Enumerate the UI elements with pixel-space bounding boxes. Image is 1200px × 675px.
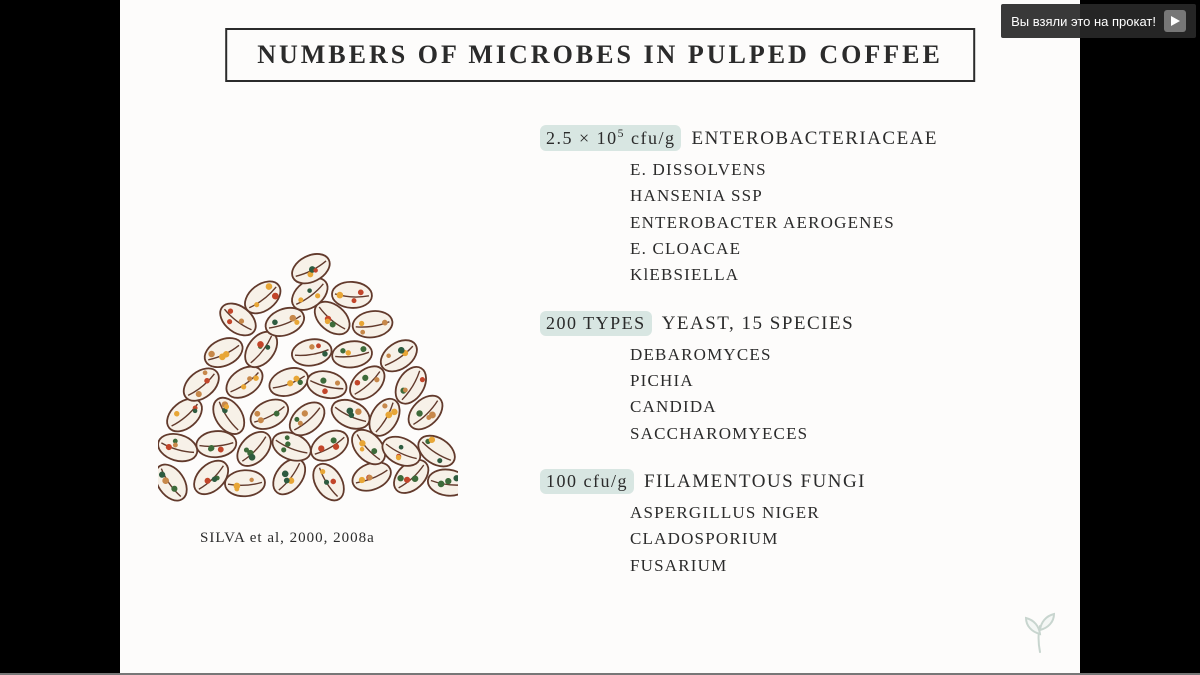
group-name: FILAMENTOUS FUNGI xyxy=(644,471,866,493)
species-item: SACCHAROMYECES xyxy=(630,421,1060,447)
slide-title: NUMBERS OF MICROBES IN PULPED COFFEE xyxy=(225,28,975,82)
group-heading: 100 cfu/g FILAMENTOUS FUNGI xyxy=(540,469,1060,494)
coffee-bean-pile xyxy=(158,210,458,510)
species-item: PICHIA xyxy=(630,368,1060,394)
microbe-group: 200 TYPES YEAST, 15 SPECIES DEBAROMYCESPIC… xyxy=(540,311,1060,447)
species-list: E. DISSOLVENSHANSENIA SSPENTEROBACTER AE… xyxy=(630,157,1060,289)
species-list: ASPERGILLUS NIGERCLADOSPORIUMFUSARIUM xyxy=(630,500,1060,579)
microbe-list: 2.5 × 105 cfu/g ENTEROBACTERIACEAE E. DISS… xyxy=(540,125,1060,601)
species-item: HANSENIA SSP xyxy=(630,183,1060,209)
citation-text: SILVA et al, 2000, 2008a xyxy=(200,530,375,547)
microbe-group: 2.5 × 105 cfu/g ENTEROBACTERIACEAE E. DISS… xyxy=(540,125,1060,289)
species-item: FUSARIUM xyxy=(630,553,1060,579)
group-heading: 200 TYPES YEAST, 15 SPECIES xyxy=(540,311,1060,336)
species-item: CANDIDA xyxy=(630,394,1060,420)
species-item: ASPERGILLUS NIGER xyxy=(630,500,1060,526)
banner-text: Вы взяли это на прокат! xyxy=(1011,14,1156,29)
slide-canvas: NUMBERS OF MICROBES IN PULPED COFFEE SIL… xyxy=(120,0,1080,675)
sprout-logo-icon xyxy=(1014,604,1066,661)
species-item: E. DISSOLVENS xyxy=(630,157,1060,183)
microbe-group: 100 cfu/g FILAMENTOUS FUNGI ASPERGILLUS NI… xyxy=(540,469,1060,579)
species-item: CLADOSPORIUM xyxy=(630,526,1060,552)
species-item: E. CLOACAE xyxy=(630,236,1060,262)
group-heading: 2.5 × 105 cfu/g ENTEROBACTERIACEAE xyxy=(540,125,1060,151)
play-icon xyxy=(1164,10,1186,32)
species-item: ENTEROBACTER AEROGENES xyxy=(630,210,1060,236)
species-item: DEBAROMYCES xyxy=(630,342,1060,368)
count-badge: 100 cfu/g xyxy=(540,469,634,494)
species-item: KlEBSIELLA xyxy=(630,262,1060,288)
count-badge: 2.5 × 105 cfu/g xyxy=(540,125,681,151)
group-name: ENTEROBACTERIACEAE xyxy=(691,128,938,150)
species-list: DEBAROMYCESPICHIACANDIDASACCHAROMYECES xyxy=(630,342,1060,447)
rental-banner[interactable]: Вы взяли это на прокат! xyxy=(1001,4,1196,38)
group-name: YEAST, 15 SPECIES xyxy=(662,313,854,335)
count-badge: 200 TYPES xyxy=(540,311,652,336)
